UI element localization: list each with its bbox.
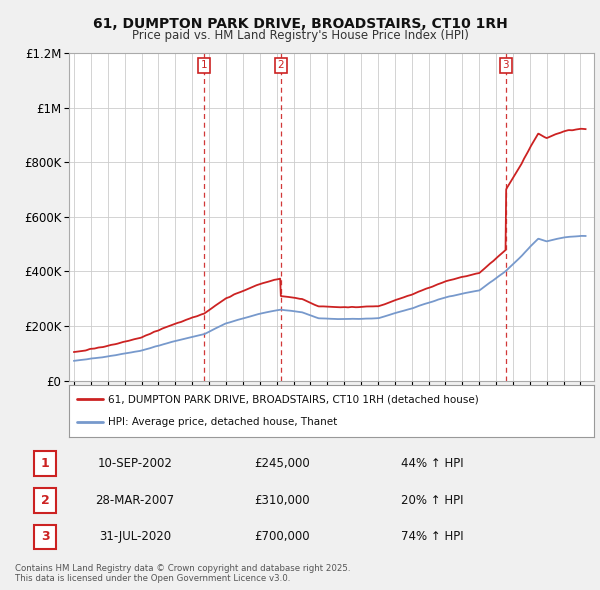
Text: 31-JUL-2020: 31-JUL-2020 bbox=[99, 530, 171, 543]
Text: 44% ↑ HPI: 44% ↑ HPI bbox=[401, 457, 463, 470]
Text: 2: 2 bbox=[41, 494, 49, 507]
Text: Contains HM Land Registry data © Crown copyright and database right 2025.
This d: Contains HM Land Registry data © Crown c… bbox=[15, 563, 350, 583]
Text: 3: 3 bbox=[503, 60, 509, 70]
Text: 74% ↑ HPI: 74% ↑ HPI bbox=[401, 530, 463, 543]
Text: 2: 2 bbox=[277, 60, 284, 70]
Text: HPI: Average price, detached house, Thanet: HPI: Average price, detached house, Than… bbox=[109, 417, 338, 427]
Text: £310,000: £310,000 bbox=[254, 494, 310, 507]
Text: 10-SEP-2002: 10-SEP-2002 bbox=[98, 457, 172, 470]
Text: 61, DUMPTON PARK DRIVE, BROADSTAIRS, CT10 1RH (detached house): 61, DUMPTON PARK DRIVE, BROADSTAIRS, CT1… bbox=[109, 394, 479, 404]
Text: 1: 1 bbox=[41, 457, 49, 470]
Text: 28-MAR-2007: 28-MAR-2007 bbox=[95, 494, 175, 507]
Text: Price paid vs. HM Land Registry's House Price Index (HPI): Price paid vs. HM Land Registry's House … bbox=[131, 29, 469, 42]
Text: £700,000: £700,000 bbox=[254, 530, 310, 543]
Text: 3: 3 bbox=[41, 530, 49, 543]
Text: 20% ↑ HPI: 20% ↑ HPI bbox=[401, 494, 463, 507]
Text: £245,000: £245,000 bbox=[254, 457, 310, 470]
Text: 61, DUMPTON PARK DRIVE, BROADSTAIRS, CT10 1RH: 61, DUMPTON PARK DRIVE, BROADSTAIRS, CT1… bbox=[92, 17, 508, 31]
Text: 1: 1 bbox=[201, 60, 208, 70]
